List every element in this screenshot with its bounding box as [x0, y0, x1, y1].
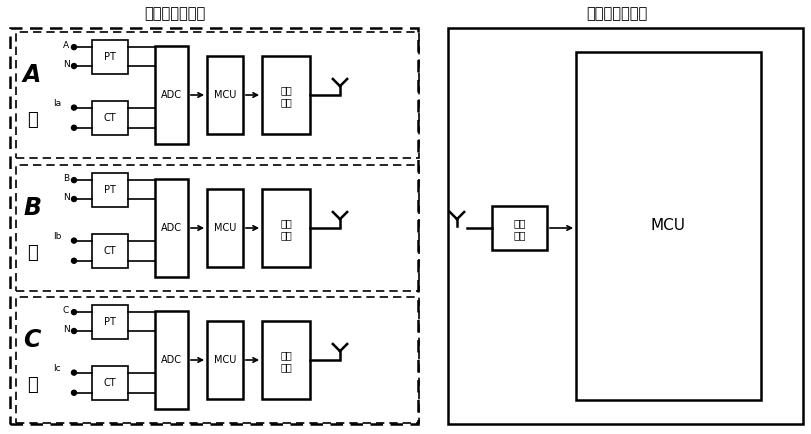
- Bar: [16, 297, 419, 423]
- Text: MCU: MCU: [214, 223, 236, 233]
- Circle shape: [71, 238, 76, 243]
- Text: CT: CT: [104, 113, 116, 123]
- Bar: [92, 101, 128, 135]
- Bar: [207, 321, 243, 399]
- Bar: [207, 189, 243, 267]
- Text: PT: PT: [104, 52, 116, 62]
- Text: C: C: [24, 328, 41, 352]
- Text: 发送: 发送: [280, 230, 292, 240]
- Text: PT: PT: [104, 184, 116, 194]
- Bar: [16, 32, 419, 158]
- Bar: [576, 52, 761, 400]
- Text: CT: CT: [104, 378, 116, 388]
- Text: C: C: [63, 306, 69, 315]
- Text: MCU: MCU: [214, 90, 236, 100]
- Text: 接收: 接收: [513, 230, 526, 240]
- Text: ADC: ADC: [161, 355, 182, 365]
- Bar: [92, 305, 128, 339]
- Circle shape: [71, 370, 76, 375]
- Text: ADC: ADC: [161, 223, 182, 233]
- Text: Ib: Ib: [53, 232, 61, 241]
- Text: A: A: [63, 41, 69, 49]
- Bar: [207, 56, 243, 134]
- Bar: [262, 189, 310, 267]
- Text: A: A: [23, 63, 41, 87]
- Text: N: N: [62, 59, 70, 69]
- Bar: [16, 165, 419, 291]
- Circle shape: [71, 258, 76, 263]
- Text: B: B: [63, 174, 69, 183]
- Bar: [92, 39, 128, 74]
- Bar: [92, 233, 128, 268]
- Circle shape: [71, 309, 76, 315]
- Text: Ia: Ia: [53, 99, 61, 108]
- Bar: [10, 28, 418, 424]
- Text: ADC: ADC: [161, 90, 182, 100]
- Text: 无线: 无线: [513, 218, 526, 228]
- Text: B: B: [23, 196, 41, 220]
- Circle shape: [71, 329, 76, 333]
- Text: Ic: Ic: [54, 364, 61, 373]
- Text: MCU: MCU: [651, 218, 686, 233]
- Bar: [492, 206, 547, 250]
- Text: N: N: [62, 325, 70, 333]
- Text: 后端接收、处理: 后端接收、处理: [586, 7, 648, 22]
- Text: PT: PT: [104, 316, 116, 326]
- Circle shape: [71, 45, 76, 49]
- Text: 无线: 无线: [280, 218, 292, 228]
- Bar: [92, 173, 128, 207]
- Text: CT: CT: [104, 246, 116, 256]
- Bar: [92, 366, 128, 400]
- Circle shape: [71, 125, 76, 130]
- Circle shape: [71, 178, 76, 183]
- Text: 发送: 发送: [280, 362, 292, 372]
- Bar: [262, 321, 310, 399]
- Text: 前端采样、发送: 前端采样、发送: [144, 7, 206, 22]
- Bar: [155, 179, 188, 277]
- Circle shape: [71, 390, 76, 395]
- Bar: [155, 311, 188, 409]
- Text: N: N: [62, 193, 70, 201]
- Circle shape: [71, 105, 76, 110]
- Text: 相: 相: [27, 111, 37, 129]
- Bar: [155, 46, 188, 144]
- Bar: [262, 56, 310, 134]
- Circle shape: [71, 197, 76, 201]
- Bar: [448, 28, 803, 424]
- Circle shape: [71, 63, 76, 69]
- Text: 相: 相: [27, 244, 37, 262]
- Text: 发送: 发送: [280, 97, 292, 107]
- Text: MCU: MCU: [214, 355, 236, 365]
- Text: 无线: 无线: [280, 350, 292, 360]
- Text: 无线: 无线: [280, 85, 292, 95]
- Text: 相: 相: [27, 376, 37, 394]
